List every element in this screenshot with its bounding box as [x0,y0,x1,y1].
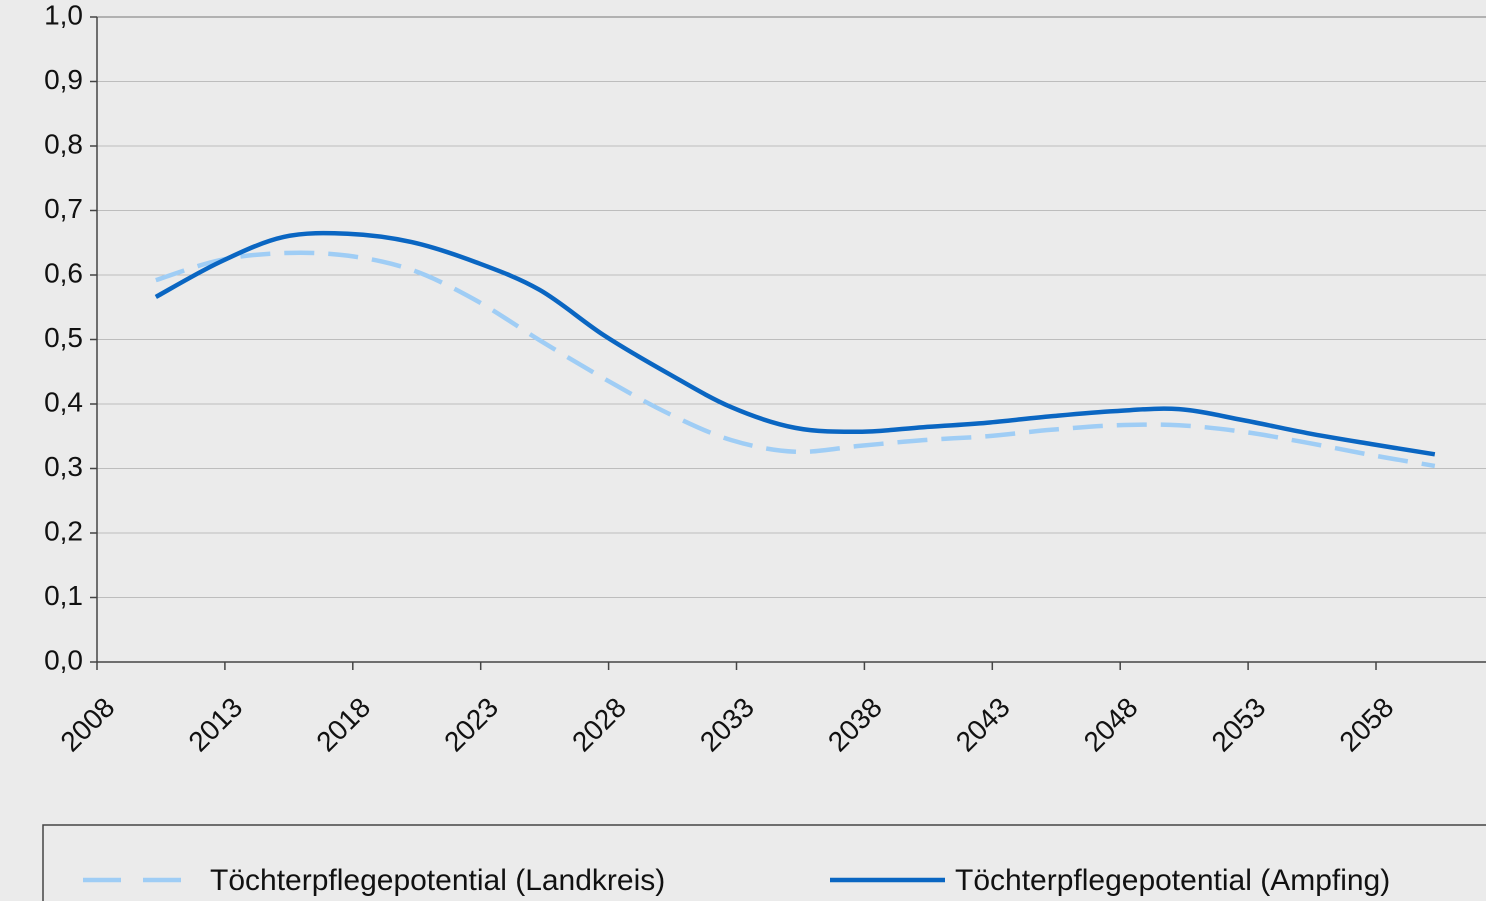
y-tick-label: 0,6 [44,257,83,288]
y-tick-label: 0,3 [44,451,83,482]
y-tick-label: 1,0 [44,0,83,30]
legend-label: Töchterpflegepotential (Landkreis) [210,864,665,897]
y-tick-label: 0,1 [44,580,83,611]
y-tick-label: 0,5 [44,322,83,353]
y-tick-label: 0,8 [44,128,83,159]
y-tick-label: 0,9 [44,64,83,95]
data-line [154,230,1436,457]
legend-box [42,824,1486,901]
y-tick-label: 0,0 [44,644,83,675]
y-tick-label: 0,4 [44,386,83,417]
y-tick-label: 0,7 [44,193,83,224]
data-line [155,250,1436,469]
y-tick-label: 0,2 [44,515,83,546]
legend-label: Töchterpflegepotential (Ampfing) [955,864,1390,897]
